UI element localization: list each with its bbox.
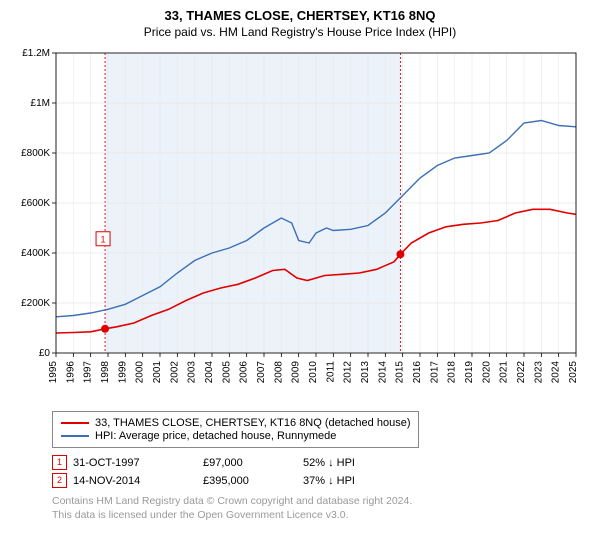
sales-table: 1 31-OCT-1997£97,00052% ↓ HPI 2 14-NOV-2014…: [52, 455, 588, 488]
svg-text:2021: 2021: [499, 361, 510, 384]
legend-label: 33, THAMES CLOSE, CHERTSEY, KT16 8NQ (de…: [95, 417, 410, 429]
svg-text:1995: 1995: [48, 361, 59, 384]
svg-text:2001: 2001: [152, 361, 163, 384]
svg-text:£1.2M: £1.2M: [22, 48, 50, 59]
svg-text:2012: 2012: [343, 361, 354, 384]
svg-text:2014: 2014: [377, 361, 388, 384]
svg-text:£800K: £800K: [21, 148, 50, 159]
svg-text:£400K: £400K: [21, 248, 50, 259]
svg-text:1998: 1998: [100, 361, 111, 384]
sale-price: £97,000: [203, 457, 303, 469]
svg-text:2023: 2023: [533, 361, 544, 384]
svg-text:2010: 2010: [308, 361, 319, 384]
svg-text:£0: £0: [39, 348, 51, 359]
svg-text:2000: 2000: [135, 361, 146, 384]
page-title: 33, THAMES CLOSE, CHERTSEY, KT16 8NQ: [12, 8, 588, 23]
svg-text:1997: 1997: [83, 361, 94, 384]
legend: 33, THAMES CLOSE, CHERTSEY, KT16 8NQ (de…: [52, 411, 419, 448]
svg-text:1996: 1996: [65, 361, 76, 384]
svg-text:2006: 2006: [239, 361, 250, 384]
sale-row: 1 31-OCT-1997£97,00052% ↓ HPI: [52, 455, 588, 470]
price-chart: £0 £200K £400K £600K £800K £1M £1.2M 1995 1996 19…: [12, 45, 582, 405]
svg-text:2007: 2007: [256, 361, 267, 384]
legend-item: HPI: Average price, detached house, Runn…: [61, 430, 410, 442]
svg-text:2019: 2019: [464, 361, 475, 384]
svg-text:2011: 2011: [325, 361, 336, 383]
svg-text:2008: 2008: [273, 361, 284, 384]
legend-swatch: [61, 422, 89, 424]
svg-text:£600K: £600K: [21, 198, 50, 209]
sale-date: 31-OCT-1997: [73, 457, 203, 469]
license-text: Contains HM Land Registry data © Crown c…: [52, 494, 588, 522]
license-line2: This data is licensed under the Open Gov…: [52, 508, 588, 522]
legend-swatch: [61, 435, 89, 437]
sale-date: 14-NOV-2014: [73, 475, 203, 487]
svg-text:2022: 2022: [516, 361, 527, 384]
sale-row: 2 14-NOV-2014£395,00037% ↓ HPI: [52, 473, 588, 488]
svg-text:2013: 2013: [360, 361, 371, 384]
svg-text:2016: 2016: [412, 361, 423, 384]
svg-text:2015: 2015: [395, 361, 406, 384]
sale-marker: 1: [52, 455, 67, 470]
legend-item: 33, THAMES CLOSE, CHERTSEY, KT16 8NQ (de…: [61, 417, 410, 429]
svg-text:2025: 2025: [568, 361, 579, 384]
svg-text:2018: 2018: [447, 361, 458, 384]
sale-pct: 37% ↓ HPI: [303, 475, 413, 487]
svg-text:£1M: £1M: [31, 98, 50, 109]
svg-text:2020: 2020: [481, 361, 492, 384]
svg-text:2017: 2017: [429, 361, 440, 384]
sale-pct: 52% ↓ HPI: [303, 457, 413, 469]
svg-text:1999: 1999: [117, 361, 128, 384]
sale-price: £395,000: [203, 475, 303, 487]
sale-marker: 2: [52, 473, 67, 488]
svg-text:2004: 2004: [204, 361, 215, 384]
svg-text:2009: 2009: [291, 361, 302, 384]
svg-text:1: 1: [101, 234, 106, 244]
svg-text:£200K: £200K: [21, 298, 50, 309]
svg-text:2005: 2005: [221, 361, 232, 384]
svg-text:2002: 2002: [169, 361, 180, 384]
svg-text:2003: 2003: [187, 361, 198, 384]
legend-label: HPI: Average price, detached house, Runn…: [95, 430, 336, 442]
page-subtitle: Price paid vs. HM Land Registry's House …: [12, 25, 588, 39]
license-line1: Contains HM Land Registry data © Crown c…: [52, 494, 588, 508]
svg-text:2024: 2024: [551, 361, 562, 384]
